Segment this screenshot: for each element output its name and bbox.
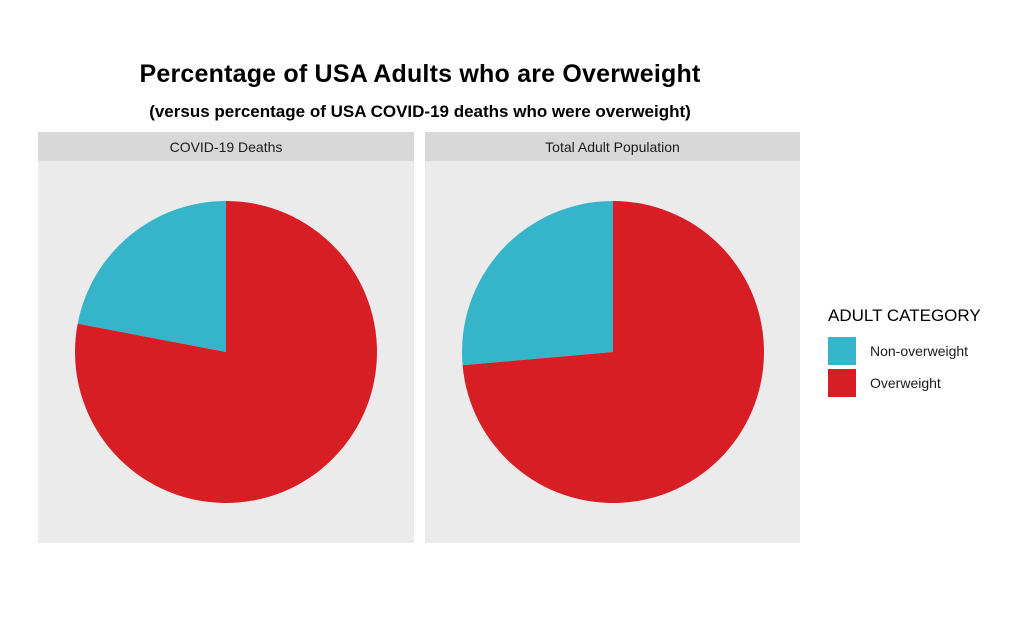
chart-subtitle: (versus percentage of USA COVID-19 death… [149,102,691,121]
pie-slice-non-overweight [461,201,613,366]
pie-total-population [461,201,764,503]
facet-covid-deaths: COVID-19 Deaths [38,132,414,543]
chart-title: Percentage of USA Adults who are Overwei… [139,60,701,88]
legend-item-non-overweight: Non-overweight [828,337,981,365]
legend: ADULT CATEGORY Non-overweight Overweight [828,306,981,401]
facet-panel-total-population [425,161,800,543]
legend-title: ADULT CATEGORY [828,306,981,325]
facet-panel-covid-deaths [38,161,414,543]
pie-covid-deaths [75,201,377,503]
pie-slice-overweight [462,201,764,503]
pie-slice-overweight [75,201,377,503]
facet-strip-covid-deaths: COVID-19 Deaths [38,132,414,161]
facet-total-population: Total Adult Population [425,132,800,543]
legend-swatch-overweight [828,369,856,397]
legend-swatch-non-overweight [828,337,856,365]
legend-label-non-overweight: Non-overweight [870,343,969,359]
legend-item-overweight: Overweight [828,369,981,397]
facet-strip-total-population: Total Adult Population [425,132,800,161]
pie-slice-non-overweight [77,201,226,352]
legend-label-overweight: Overweight [870,375,941,391]
